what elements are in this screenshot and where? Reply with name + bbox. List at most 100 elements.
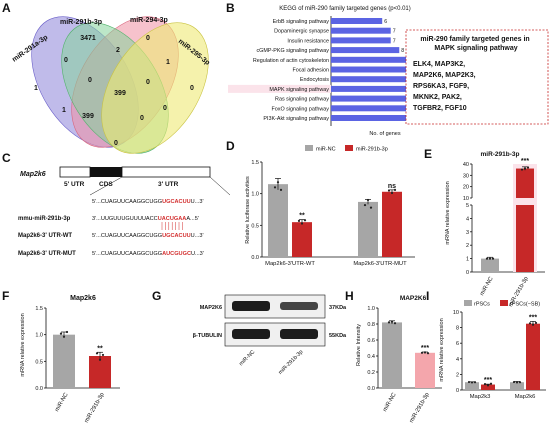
mapk-gene-line: RPS6KA3, FGF9,: [413, 83, 469, 90]
y-tick-label: 1.5: [251, 160, 259, 166]
venn-label-mir291b: miR-291b-3p: [60, 19, 102, 26]
data-point: [518, 381, 522, 384]
i-ylabel: mRNA relative expression: [439, 318, 445, 381]
kegg-category-label: Ras signaling pathway: [275, 97, 329, 103]
kegg-bar: [331, 56, 408, 63]
y-tick-label: 10: [453, 310, 459, 316]
venn-count: 1: [62, 107, 66, 114]
data-point: [531, 323, 535, 326]
bar: [465, 382, 479, 390]
data-point: [488, 257, 492, 260]
venn-count: 0: [146, 79, 150, 86]
data-point: [486, 384, 490, 387]
blot-size-tubulin: 55KDa: [329, 333, 347, 339]
data-point: [534, 321, 538, 325]
kegg-category-label: ErbB signaling pathway: [273, 19, 330, 25]
data-point: [520, 168, 524, 171]
data-point: [491, 257, 495, 260]
kegg-category-label: Dopaminergic synapse: [274, 29, 329, 35]
data-point: [387, 321, 391, 324]
kegg-bar: [331, 115, 459, 121]
kegg-bar: [331, 76, 417, 83]
y-tick-label: 20: [463, 185, 469, 191]
x-category-label: miR-291b-3p: [409, 392, 431, 424]
x-category-label: Map2k6-3'UTR-MUT: [353, 261, 407, 267]
y-tick-label: 1.0: [35, 333, 43, 339]
data-point: [483, 383, 487, 386]
base-pair-lines: [161, 222, 183, 230]
kegg-category-label: Regulation of actin cytoskeleton: [253, 58, 329, 64]
panel-label-i: I: [426, 289, 429, 303]
kegg-bars: ErbB signaling pathway 6 Dopaminergic syna…: [228, 18, 467, 122]
kegg-category-label: Focal adhesion: [292, 68, 329, 74]
blot-band: [280, 329, 318, 339]
data-point: [512, 380, 516, 384]
y-tick-label: 0.8: [367, 322, 375, 328]
mapk-gene-note: miR-290 family targeted genes in MAPK si…: [405, 29, 549, 125]
bar: [53, 334, 75, 388]
data-point: [303, 219, 307, 222]
panel-label-g: G: [152, 289, 161, 303]
kegg-category-label: Insulin resistance: [287, 38, 329, 44]
i-legend-label: rPSCs(−SB): [510, 302, 540, 308]
mut-label: Map2k6-3' UTR-MUT: [18, 251, 76, 257]
significance-label: ***: [421, 345, 429, 352]
data-point: [297, 219, 301, 222]
venn-count: 1: [34, 85, 38, 92]
data-point: [59, 332, 63, 335]
chart-d: Map2k6-3'UTR-WT Map2k6-3'UTR-MUT 0.0 0.5 1.0…: [251, 160, 415, 267]
mapk-gene-line: ELK4, MAP3K2,: [413, 61, 465, 68]
kegg-bar: [331, 105, 425, 112]
significance-label: **: [97, 345, 103, 352]
data-point: [62, 335, 66, 338]
data-point: [423, 351, 427, 354]
venn-count: 0: [64, 57, 68, 64]
kegg-title: KEGG of miR-290 family targeted genes (p…: [279, 6, 411, 12]
bar: [516, 168, 534, 198]
i-legend-swatch: [500, 300, 508, 306]
kegg-bar: [331, 85, 417, 92]
significance-label: **: [299, 213, 305, 220]
venn-set-mir295: [101, 22, 209, 154]
western-blot: [224, 294, 326, 347]
data-point: [276, 181, 280, 184]
kegg-xlabel: No. of genes: [369, 131, 400, 137]
e-ylabel: mRNA relative expression: [445, 181, 451, 244]
data-point: [95, 352, 99, 355]
y-tick-label: 1.0: [251, 192, 259, 198]
y-tick-label: 2: [466, 243, 469, 249]
y-tick-label: 5: [466, 203, 469, 209]
cds-box: [90, 167, 122, 177]
bar: [510, 382, 524, 390]
kegg-value-label: 7: [393, 29, 396, 35]
blot-band: [232, 301, 270, 311]
y-tick-label: 0.4: [367, 354, 375, 360]
d-legend-swatch: [305, 145, 313, 151]
data-point: [300, 222, 304, 225]
blot-band: [280, 302, 318, 310]
data-point: [470, 381, 474, 384]
y-tick-label: 1.5: [35, 306, 43, 312]
zoom-line-right: [209, 176, 231, 196]
data-point: [369, 206, 373, 209]
blot-row-tubulin: [224, 322, 326, 347]
h-title: MAP2K6: [400, 295, 427, 302]
x-category-label: miR-NC: [382, 392, 398, 413]
data-point: [485, 257, 489, 260]
utr3-box: [121, 166, 211, 178]
data-point: [279, 188, 283, 191]
kegg-category-label: MAPK signaling pathway: [269, 87, 329, 93]
y-tick-label: 0: [466, 270, 469, 276]
seq-mmu: 3'...UUGUUUGUUUUACCUACUGAAA...5': [92, 216, 199, 222]
zoom-line-left: [89, 176, 123, 196]
kegg-category-label: cGMP-PKG signaling pathway: [256, 48, 329, 54]
kegg-bar: [331, 27, 391, 34]
venn-count: 3471: [80, 35, 96, 42]
f-title: Map2k6: [70, 295, 96, 302]
significance-label: ***: [521, 158, 529, 165]
venn-count: 0: [190, 85, 194, 92]
kegg-value-label: 7: [393, 38, 396, 44]
kegg-bar: [331, 47, 400, 54]
x-category-label: Map2k3: [470, 394, 491, 400]
x-category-label: miR-NC: [54, 392, 70, 413]
